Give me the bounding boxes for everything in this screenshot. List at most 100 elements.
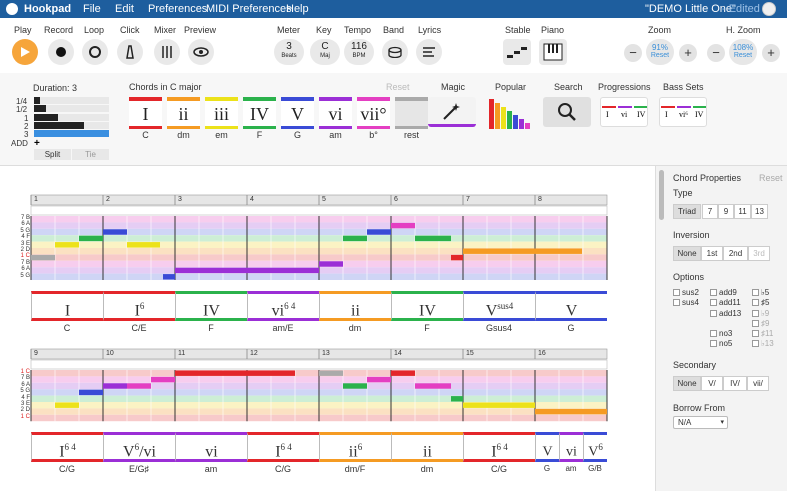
meter-control[interactable]: 3 Beats bbox=[274, 39, 304, 65]
preview-button[interactable] bbox=[188, 39, 214, 65]
option-checkbox[interactable]: sus4 bbox=[673, 298, 699, 307]
tie-button[interactable]: Tie bbox=[72, 149, 109, 160]
chord-block[interactable]: vi bbox=[175, 432, 247, 462]
type-triad[interactable]: Triad bbox=[673, 204, 701, 219]
chord-tile[interactable]: ii bbox=[167, 97, 200, 129]
chord-block[interactable]: V bbox=[535, 432, 559, 462]
duration-option[interactable] bbox=[34, 122, 109, 129]
split-button[interactable]: Split bbox=[34, 149, 71, 160]
secondary-none[interactable]: None bbox=[673, 376, 701, 391]
inversion-none[interactable]: None bbox=[673, 246, 701, 261]
option-checkbox[interactable]: add9 bbox=[710, 288, 737, 297]
menu-file[interactable]: File bbox=[83, 3, 101, 15]
secondary-iv[interactable]: IV/ bbox=[723, 376, 747, 391]
menu-app[interactable]: Hookpad bbox=[24, 3, 72, 15]
type-7[interactable]: 7 bbox=[702, 204, 718, 219]
option-checkbox[interactable]: ♯5 bbox=[752, 298, 769, 307]
zoom-out-button[interactable]: − bbox=[624, 44, 642, 62]
chord-tile-name: F bbox=[256, 130, 263, 140]
stable-label: Stable bbox=[505, 25, 531, 35]
mixer-button[interactable] bbox=[154, 39, 180, 65]
chord-name: G/B bbox=[588, 464, 602, 473]
menu-midi-preferences[interactable]: MIDI Preferences bbox=[206, 3, 292, 15]
add-duration-icon[interactable]: + bbox=[34, 138, 40, 149]
click-button[interactable] bbox=[117, 39, 143, 65]
secondary-v[interactable]: V/ bbox=[701, 376, 723, 391]
option-checkbox[interactable]: add11 bbox=[710, 298, 741, 307]
chord-tile[interactable]: I bbox=[129, 97, 162, 129]
option-checkbox[interactable]: ♭5 bbox=[752, 288, 769, 297]
band-button[interactable] bbox=[382, 39, 408, 65]
chord-block[interactable]: I6 bbox=[103, 291, 175, 321]
menu-edit[interactable]: Edit bbox=[115, 3, 134, 15]
hzoom-reset[interactable]: Reset bbox=[733, 52, 753, 59]
zoom-in-button[interactable]: + bbox=[679, 44, 697, 62]
hzoom-control[interactable]: 108% Reset bbox=[729, 39, 757, 65]
duration-option-selected[interactable] bbox=[34, 130, 109, 137]
inversion-2nd[interactable]: 2nd bbox=[723, 246, 748, 261]
popular-button[interactable] bbox=[486, 97, 534, 129]
option-checkbox[interactable]: no3 bbox=[710, 329, 732, 338]
hzoom-in-button[interactable]: + bbox=[762, 44, 780, 62]
chord-block[interactable]: Vsus4 bbox=[463, 291, 535, 321]
inversion-1st[interactable]: 1st bbox=[701, 246, 723, 261]
record-button[interactable] bbox=[48, 39, 74, 65]
stable-button[interactable] bbox=[503, 39, 531, 65]
chord-block[interactable]: ii bbox=[319, 291, 391, 321]
menu-preferences[interactable]: Preferences bbox=[148, 3, 208, 15]
type-13[interactable]: 13 bbox=[751, 204, 768, 219]
chords-reset[interactable]: Reset bbox=[386, 82, 410, 92]
type-11[interactable]: 11 bbox=[734, 204, 751, 219]
chord-block[interactable]: I6 4 bbox=[463, 432, 535, 462]
piano-roll[interactable] bbox=[0, 166, 655, 491]
search-button[interactable] bbox=[543, 97, 591, 127]
option-checkbox[interactable]: sus2 bbox=[673, 288, 699, 297]
chord-tile[interactable]: V bbox=[281, 97, 314, 129]
chord-tile[interactable]: IV bbox=[243, 97, 276, 129]
chord-block[interactable]: V6/vi bbox=[103, 432, 175, 462]
key-control[interactable]: C Maj bbox=[310, 39, 340, 65]
chord-block[interactable]: V bbox=[535, 291, 607, 321]
chord-block[interactable]: IV bbox=[391, 291, 463, 321]
loop-button[interactable] bbox=[82, 39, 108, 65]
chord-block[interactable]: ii6 bbox=[319, 432, 391, 462]
option-checkbox[interactable]: no5 bbox=[710, 339, 732, 348]
chord-block[interactable]: I6 4 bbox=[247, 432, 319, 462]
panel-reset[interactable]: Reset bbox=[759, 173, 783, 183]
chord-tile[interactable]: vii° bbox=[357, 97, 390, 129]
option-checkbox[interactable]: add13 bbox=[710, 309, 741, 318]
zoom-control[interactable]: 91% Reset bbox=[646, 39, 674, 65]
tempo-control[interactable]: 116 BPM bbox=[344, 39, 374, 65]
menu-help[interactable]: Help bbox=[286, 3, 309, 15]
lyrics-button[interactable] bbox=[416, 39, 442, 65]
chord-tile[interactable]: iii bbox=[205, 97, 238, 129]
hzoom-out-button[interactable]: − bbox=[707, 44, 725, 62]
app-logo-icon[interactable] bbox=[6, 3, 18, 15]
duration-option[interactable] bbox=[34, 105, 109, 112]
duration-option[interactable] bbox=[34, 97, 109, 104]
chord-roman: ii bbox=[423, 443, 432, 461]
zoom-reset[interactable]: Reset bbox=[650, 52, 670, 59]
chord-block[interactable]: ii bbox=[391, 432, 463, 462]
magic-button[interactable] bbox=[428, 97, 476, 127]
panel-scrollbar[interactable] bbox=[659, 170, 664, 220]
chord-tile[interactable]: vi bbox=[319, 97, 352, 129]
piano-button[interactable] bbox=[539, 39, 567, 65]
chord-block[interactable]: IV bbox=[175, 291, 247, 321]
chord-tile[interactable] bbox=[395, 97, 428, 129]
chord-block[interactable]: vi6 4 bbox=[247, 291, 319, 321]
toolbar: Play Record Loop Click Mixer Preview Met… bbox=[0, 18, 787, 73]
borrow-select[interactable]: N/A ▾ bbox=[673, 416, 728, 429]
play-button[interactable] bbox=[12, 39, 38, 65]
avatar[interactable] bbox=[762, 2, 776, 16]
chord-block[interactable]: V6 bbox=[583, 432, 607, 462]
chord-block[interactable]: vi bbox=[559, 432, 583, 462]
type-9[interactable]: 9 bbox=[718, 204, 734, 219]
chord-block[interactable]: I6 4 bbox=[31, 432, 103, 462]
duration-option[interactable] bbox=[34, 114, 109, 121]
chord-block[interactable]: I bbox=[31, 291, 103, 321]
secondary-vii[interactable]: vii/ bbox=[747, 376, 769, 391]
